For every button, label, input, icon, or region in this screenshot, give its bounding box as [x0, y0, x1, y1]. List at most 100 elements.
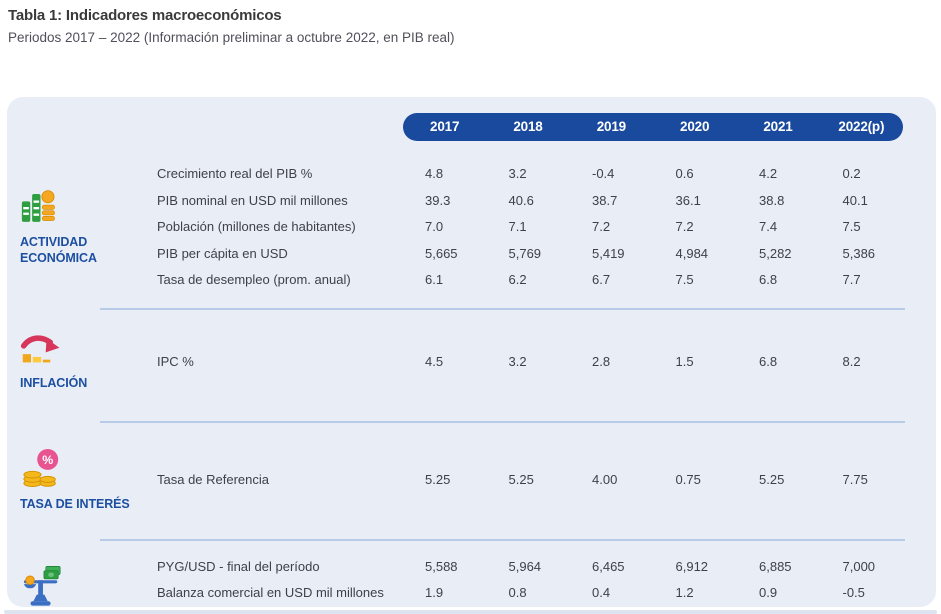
- value-cell: 5,964: [508, 558, 542, 574]
- svg-text:%: %: [42, 453, 53, 467]
- value-cell: 7.2: [592, 219, 611, 234]
- section-head: INFLACIÓN: [7, 334, 157, 392]
- value-cell: 0.6: [675, 166, 694, 181]
- row-label: IPC %: [157, 354, 194, 369]
- row-label: PYG/USD - final del período: [157, 558, 320, 574]
- value-cell: 7,000: [842, 558, 876, 574]
- value-cell: 5.25: [508, 472, 534, 487]
- value-cell: 3.2: [508, 354, 527, 369]
- row-label: PIB nominal en USD mil millones: [157, 192, 348, 208]
- value-cell: 5,665: [425, 245, 458, 261]
- value-cell: 7.0: [425, 219, 444, 234]
- value-cell: 7.5: [842, 219, 861, 234]
- year-column-header: 2019: [596, 119, 626, 134]
- value-cell: 3.2: [508, 166, 527, 181]
- value-cell: 5.25: [759, 472, 785, 487]
- value-cell: 6.2: [508, 272, 527, 287]
- table-row: PIB nominal en USD mil millones 39.3 40.6…: [157, 188, 936, 215]
- value-cell: 4.00: [592, 472, 618, 487]
- value-cell: 7.1: [508, 219, 527, 234]
- table-row: Balanza comercial en USD mil millones 1.…: [157, 580, 936, 607]
- inflation-icon: [20, 334, 157, 372]
- value-cell: 1.2: [675, 585, 694, 600]
- table-section: % TASA DE INTERÉS Tasa de Referencia 5.2…: [7, 423, 936, 539]
- value-cell: 6,912: [675, 558, 709, 574]
- interest-rate-icon: %: [20, 448, 157, 493]
- value-cell: 1.5: [675, 354, 694, 369]
- year-column-header: 2017: [430, 119, 460, 134]
- value-cell: 7.5: [675, 272, 694, 287]
- next-card-edge: [4, 610, 937, 614]
- balance-of-payments-icon: [20, 565, 157, 612]
- table-sections: ACTIVIDAD ECONÓMICA Crecimiento real del…: [7, 141, 936, 614]
- row-label: PIB per cápita en USD: [157, 245, 288, 261]
- value-cell: 7.7: [842, 272, 861, 287]
- value-cell: 7.4: [759, 219, 778, 234]
- value-cell: 36.1: [675, 192, 701, 208]
- table-row: PIB per cápita en USD 5,665 5,769 5,419 4,9…: [157, 241, 936, 268]
- value-cell: 0.8: [508, 585, 527, 600]
- row-label: Tasa de Referencia: [157, 472, 270, 487]
- section-label: ACTIVIDAD ECONÓMICA: [20, 234, 97, 266]
- row-label: Balanza comercial en USD mil millones: [157, 585, 384, 600]
- table-section: INFLACIÓN IPC % 4.5 3.2 2.8 1.5 6.8 8.2: [7, 310, 936, 422]
- section-rows: Crecimiento real del PIB % 4.8 3.2 -0.4 0.6…: [157, 161, 936, 294]
- value-cell: 0.2: [842, 166, 861, 181]
- section-divider: [100, 307, 905, 310]
- table-section: BALANZA DE PAGOS PYG/USD - final del per…: [7, 541, 936, 614]
- value-cell: 6,465: [592, 558, 625, 574]
- section-rows: IPC % 4.5 3.2 2.8 1.5 6.8 8.2: [157, 349, 936, 376]
- section-head: BALANZA DE PAGOS: [7, 565, 157, 614]
- table-row: Tasa de desempleo (prom. anual) 6.1 6.2 6.…: [157, 267, 936, 294]
- table-row: Crecimiento real del PIB % 4.8 3.2 -0.4 0.6…: [157, 161, 936, 188]
- table-row: PYG/USD - final del período 5,588 5,964 6,…: [157, 554, 936, 581]
- section-rows: Tasa de Referencia 5.25 5.25 4.00 0.75 5.25 7…: [157, 467, 936, 494]
- value-cell: 4,984: [675, 245, 709, 261]
- year-column-header: 2021: [763, 119, 793, 134]
- row-label: Tasa de desempleo (prom. anual): [157, 272, 351, 287]
- value-cell: 7.75: [842, 472, 868, 487]
- value-cell: 1.9: [425, 585, 444, 600]
- section-divider: [100, 538, 905, 541]
- row-label: Población (millones de habitantes): [157, 219, 356, 234]
- value-cell: 5,282: [759, 245, 792, 261]
- section-label: INFLACIÓN: [20, 375, 88, 390]
- year-column-header: 2018: [513, 119, 543, 134]
- value-cell: 6.8: [759, 354, 778, 369]
- value-cell: 6,885: [759, 558, 792, 574]
- table-row: Población (millones de habitantes) 7.0 7.…: [157, 214, 936, 241]
- page-subtitle: Periodos 2017 – 2022 (Información prelim…: [8, 30, 455, 45]
- value-cell: 38.7: [592, 192, 618, 208]
- value-cell: 6.1: [425, 272, 444, 287]
- value-cell: 5,588: [425, 558, 458, 574]
- value-cell: 5,419: [592, 245, 625, 261]
- value-cell: 2.8: [592, 354, 611, 369]
- value-cell: 8.2: [842, 354, 861, 369]
- value-cell: 38.8: [759, 192, 785, 208]
- year-header-row: 2017 2018 2019 2020 2021 2022(p): [403, 113, 903, 141]
- value-cell: 4.2: [759, 166, 778, 181]
- value-cell: -0.5: [842, 585, 865, 600]
- page-title: Tabla 1: Indicadores macroeconómicos: [8, 7, 282, 24]
- value-cell: 0.4: [592, 585, 611, 600]
- value-cell: 5,386: [842, 245, 876, 261]
- section-rows: PYG/USD - final del período 5,588 5,964 6,…: [157, 554, 936, 614]
- value-cell: 6.7: [592, 272, 611, 287]
- section-head: ACTIVIDAD ECONÓMICA: [7, 188, 157, 267]
- value-cell: 39.3: [425, 192, 451, 208]
- year-column-header: 2022(p): [838, 119, 885, 134]
- year-column-header: 2020: [680, 119, 710, 134]
- value-cell: 0.9: [759, 585, 778, 600]
- value-cell: 4.5: [425, 354, 444, 369]
- value-cell: 4.8: [425, 166, 444, 181]
- economic-activity-icon: [20, 188, 157, 231]
- value-cell: 7.2: [675, 219, 694, 234]
- row-label: Crecimiento real del PIB %: [157, 166, 313, 181]
- section-divider: [100, 421, 905, 423]
- section-label: TASA DE INTERÉS: [20, 497, 130, 511]
- section-head: % TASA DE INTERÉS: [7, 448, 157, 513]
- value-cell: 6.8: [759, 272, 778, 287]
- macro-indicators-table: 2017 2018 2019 2020 2021 2022(p) ACTIVIDAD EC…: [7, 97, 936, 614]
- value-cell: -0.4: [592, 166, 615, 181]
